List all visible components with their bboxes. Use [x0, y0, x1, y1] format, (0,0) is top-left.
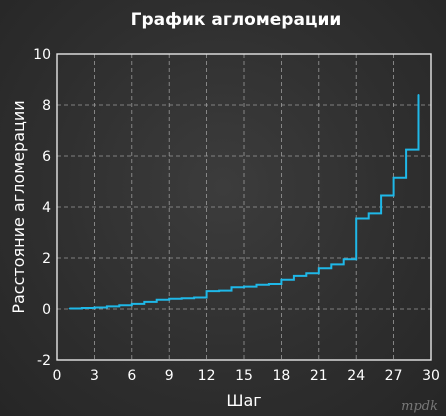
x-tick-label: 0	[53, 368, 62, 384]
data-point	[417, 94, 420, 96]
x-tick-label: 3	[90, 368, 99, 384]
data-point	[155, 299, 158, 301]
y-tick-label: 2	[42, 251, 51, 267]
x-tick-label: 24	[347, 368, 365, 384]
data-point	[318, 267, 320, 270]
data-point	[168, 298, 170, 300]
grid	[57, 54, 431, 360]
data-point	[243, 285, 245, 288]
x-tick-label: 9	[165, 368, 174, 384]
watermark-logo: mpdk	[401, 399, 438, 414]
data-point	[330, 263, 333, 266]
y-tick-label: 10	[33, 47, 51, 63]
x-tick-label: 27	[385, 368, 403, 384]
x-tick-label: 18	[272, 368, 290, 384]
series-layer	[68, 94, 420, 310]
data-point	[392, 176, 395, 179]
chart-title: График агломерации	[131, 10, 342, 30]
data-point	[131, 303, 133, 305]
y-axis-label: Расстояние агломерации	[9, 100, 28, 313]
data-point	[405, 148, 407, 151]
x-tick-label: 15	[235, 368, 253, 384]
data-point	[355, 217, 358, 220]
data-point	[280, 278, 283, 281]
data-point	[106, 305, 108, 308]
data-point	[93, 306, 96, 309]
data-point	[143, 301, 146, 303]
y-tick-label: 0	[42, 302, 51, 318]
data-point	[218, 289, 220, 292]
y-tick-labels: -2 0 2 4 6 8 10	[33, 47, 51, 369]
data-point	[268, 283, 270, 285]
x-tick-label: 12	[198, 368, 216, 384]
data-point	[193, 296, 195, 299]
data-point	[293, 275, 295, 277]
x-tick-label: 30	[422, 368, 440, 384]
plot-frame	[56, 53, 432, 361]
y-tick-label: 8	[42, 98, 51, 114]
data-point	[68, 307, 71, 310]
x-tick-label: 21	[310, 368, 328, 384]
data-point	[255, 283, 258, 286]
x-axis-label: Шаг	[226, 391, 261, 410]
data-point	[367, 212, 370, 215]
x-tick-label: 6	[127, 368, 136, 384]
y-tick-label: -2	[37, 353, 51, 369]
data-point	[180, 297, 183, 300]
data-point	[380, 194, 382, 197]
data-point	[230, 286, 233, 289]
y-tick-label: 6	[42, 149, 51, 165]
data-point	[81, 307, 83, 309]
data-point	[342, 258, 345, 261]
data-point	[305, 272, 308, 275]
y-tick-label: 4	[42, 200, 51, 216]
data-point	[205, 290, 208, 292]
data-point	[118, 304, 121, 306]
x-tick-labels: 0 3 6 9 12 15 18 21 24 27 30	[53, 368, 440, 384]
